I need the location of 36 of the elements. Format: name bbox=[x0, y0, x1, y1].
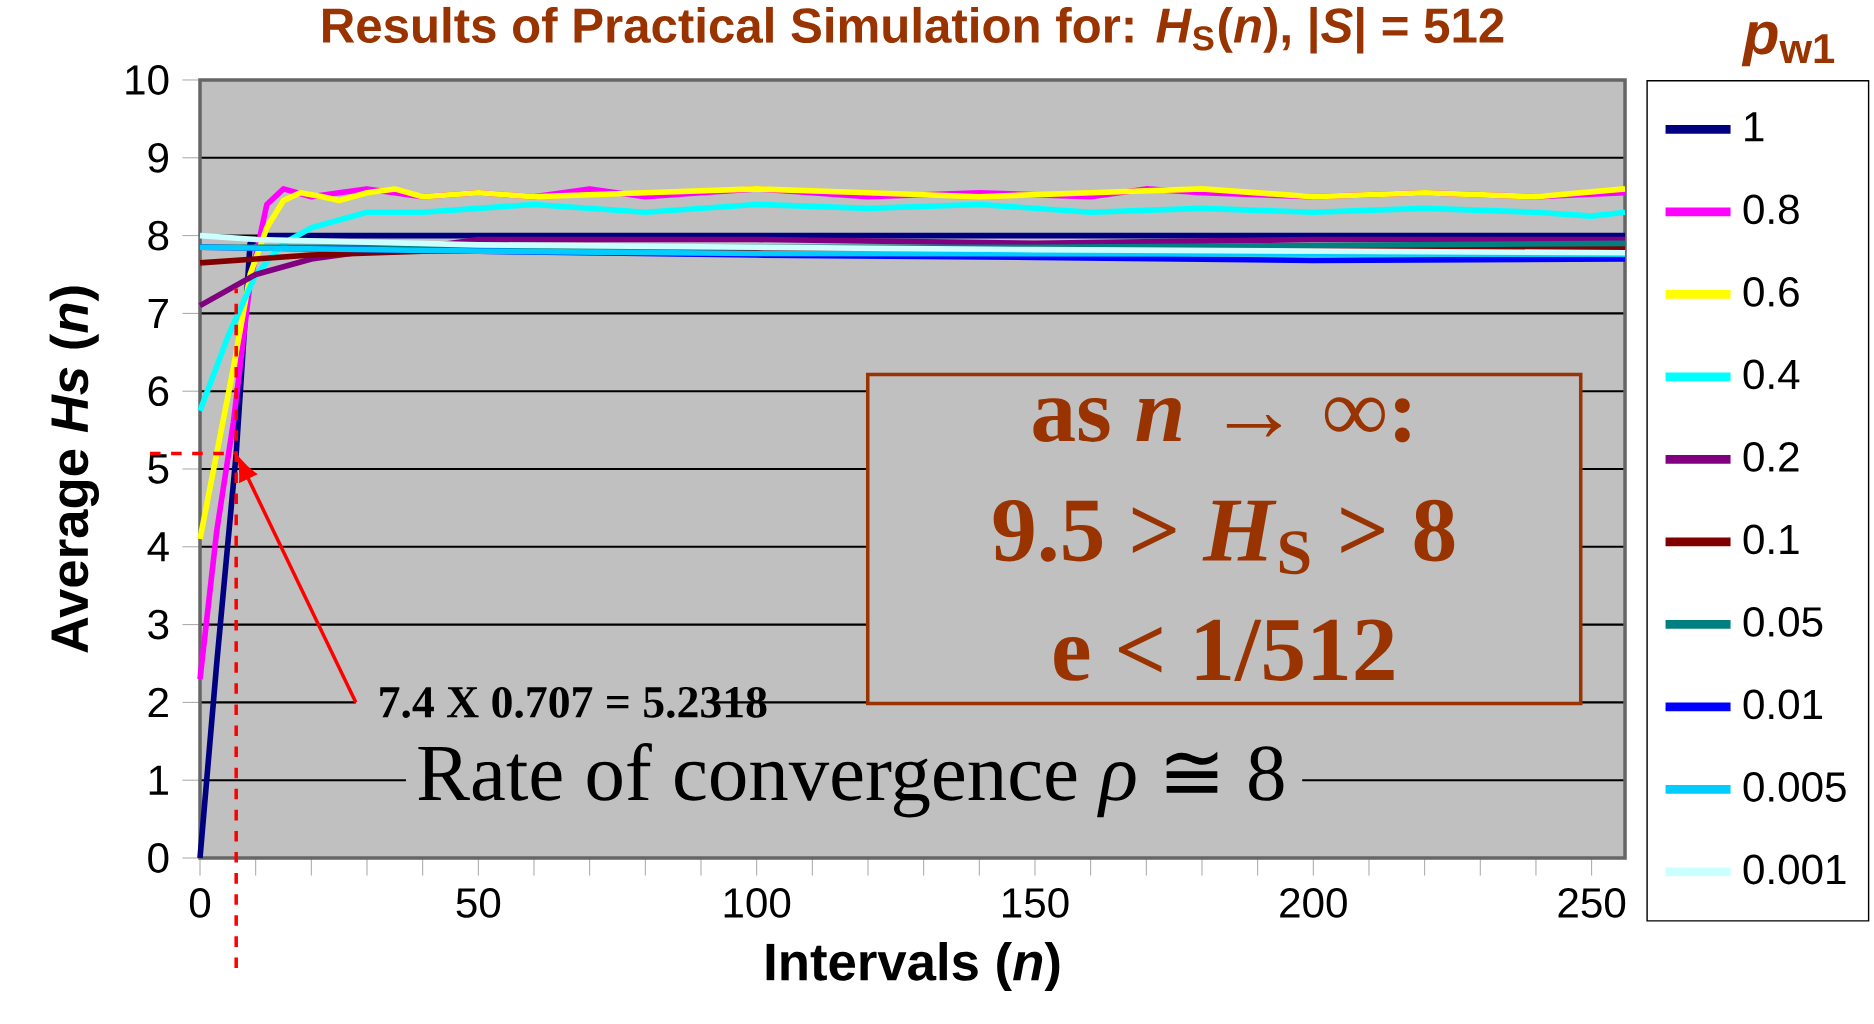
legend-label: 0.05 bbox=[1743, 607, 1823, 637]
y-tick-label: 9 bbox=[148, 142, 168, 173]
y-tick-label: 1 bbox=[149, 765, 168, 795]
legend-label: 0.6 bbox=[1743, 276, 1799, 307]
x-tick-label: 200 bbox=[1280, 888, 1347, 918]
x-tick-label: 0 bbox=[189, 888, 211, 918]
annotation: 7.4 X 0.707 = 5.2318 bbox=[380, 686, 767, 718]
y-tick-label: 8 bbox=[148, 220, 169, 251]
y-axis-title: Average Hs (n) bbox=[49, 286, 99, 653]
annotation: as n → ∞: bbox=[1033, 397, 1410, 443]
legend-label: 0.005 bbox=[1743, 772, 1846, 802]
y-tick-label: 10 bbox=[126, 65, 169, 95]
y-tick-label: 2 bbox=[148, 687, 168, 718]
legend-label: 0.4 bbox=[1743, 359, 1800, 390]
legend-label: 0.8 bbox=[1743, 194, 1799, 225]
chart-title: Results of Practical Simulation for: H$_{S}$(n), |S| = 512 bbox=[323, 6, 1504, 54]
annotation: Rate of convergence ρ ≅ 8 bbox=[418, 742, 1284, 818]
annotation: e < 1/512 bbox=[1054, 619, 1394, 681]
y-tick-label: 0 bbox=[148, 843, 169, 873]
x-tick-label: 150 bbox=[1002, 888, 1069, 918]
legend-title: p$_{w1}$ bbox=[1741, 21, 1835, 67]
x-tick-label: 250 bbox=[1558, 888, 1626, 918]
y-tick-label: 7 bbox=[148, 298, 168, 328]
legend-label: 0.1 bbox=[1743, 524, 1799, 555]
legend-label: 0.001 bbox=[1743, 854, 1846, 885]
legend-label: 0.01 bbox=[1743, 689, 1822, 720]
x-axis-title: Intervals (n) bbox=[766, 941, 1060, 992]
y-tick-label: 4 bbox=[147, 532, 169, 562]
y-tick-label: 6 bbox=[148, 376, 169, 407]
legend-label: 0.2 bbox=[1743, 442, 1799, 472]
x-tick-label: 50 bbox=[456, 888, 501, 918]
annotation: 9.5 > H$_{S}$ > 8 bbox=[993, 499, 1455, 575]
legend-label: 1 bbox=[1745, 112, 1764, 142]
y-tick-label: 5 bbox=[148, 454, 169, 484]
y-tick-label: 3 bbox=[148, 609, 169, 640]
x-tick-label: 100 bbox=[724, 888, 791, 918]
